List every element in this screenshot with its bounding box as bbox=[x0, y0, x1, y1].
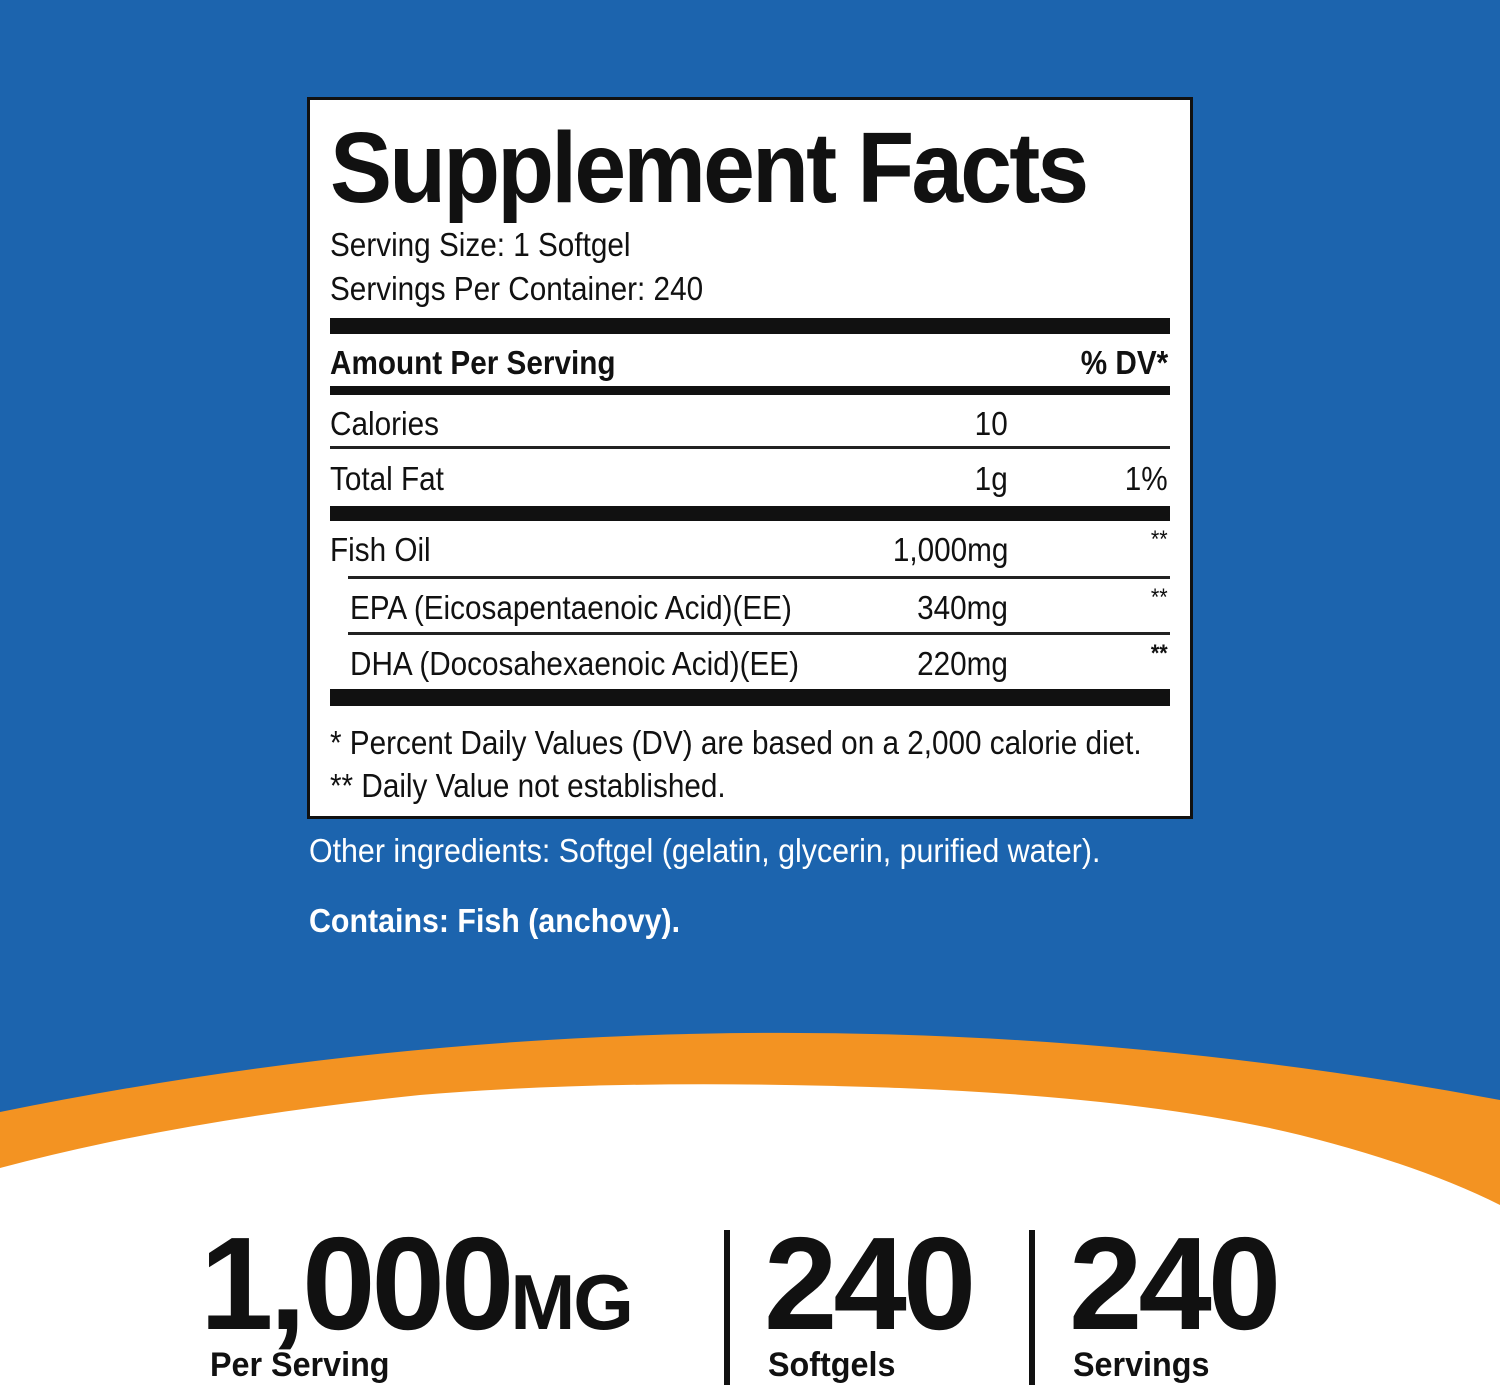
row-name: Calories bbox=[330, 405, 439, 442]
row-name: DHA (Docosahexaenoic Acid)(EE) bbox=[350, 645, 800, 682]
row-name: EPA (Eicosapentaenoic Acid)(EE) bbox=[350, 589, 792, 626]
row-amount: 340mg bbox=[917, 589, 1008, 626]
row-dv: ** bbox=[1151, 640, 1168, 667]
serving-size: Serving Size: 1 Softgel bbox=[330, 226, 631, 263]
row-name: Fish Oil bbox=[330, 531, 431, 568]
stat-value-servings: 240 bbox=[1069, 1210, 1281, 1357]
stat-caption: Per Serving bbox=[210, 1346, 390, 1384]
thick-divider bbox=[330, 318, 1170, 334]
thick-divider bbox=[330, 506, 1170, 521]
stat-value-dose: 1,000MG bbox=[200, 1218, 634, 1350]
row-amount: 1g bbox=[974, 460, 1008, 497]
allergen-contains: Contains: Fish (anchovy). bbox=[309, 902, 681, 939]
stat-caption: Servings bbox=[1073, 1346, 1210, 1384]
medium-divider bbox=[330, 386, 1170, 395]
footnote-dv: * Percent Daily Values (DV) are based on… bbox=[330, 724, 1142, 761]
dose-unit: MG bbox=[510, 1258, 634, 1346]
row-amount: 10 bbox=[974, 405, 1008, 442]
stat-value-softgels: 240 bbox=[764, 1210, 976, 1357]
stat-caption: Softgels bbox=[768, 1346, 896, 1384]
supplement-facts-label: Supplement Facts Serving Size: 1 Softgel… bbox=[307, 97, 1193, 819]
row-divider bbox=[348, 632, 1170, 635]
row-amount: 220mg bbox=[917, 645, 1008, 682]
footnote-not-established: ** Daily Value not established. bbox=[330, 767, 726, 804]
stat-separator bbox=[724, 1230, 730, 1385]
row-divider bbox=[348, 576, 1170, 579]
header-dv: % DV* bbox=[1080, 344, 1168, 381]
stat-separator bbox=[1029, 1230, 1035, 1385]
servings-per-container: Servings Per Container: 240 bbox=[330, 270, 704, 307]
row-dv: 1% bbox=[1125, 460, 1168, 497]
row-amount: 1,000mg bbox=[892, 531, 1008, 568]
label-title: Supplement Facts bbox=[330, 112, 1089, 224]
other-ingredients: Other ingredients: Softgel (gelatin, gly… bbox=[309, 832, 1101, 869]
dose-number: 1,000 bbox=[200, 1210, 514, 1357]
row-name: Total Fat bbox=[330, 460, 444, 497]
white-area bbox=[0, 1084, 1500, 1388]
row-dv: ** bbox=[1151, 584, 1168, 611]
header-amount-per-serving: Amount Per Serving bbox=[330, 344, 616, 381]
row-dv: ** bbox=[1151, 526, 1168, 553]
thick-divider bbox=[330, 689, 1170, 706]
row-divider bbox=[330, 446, 1170, 449]
